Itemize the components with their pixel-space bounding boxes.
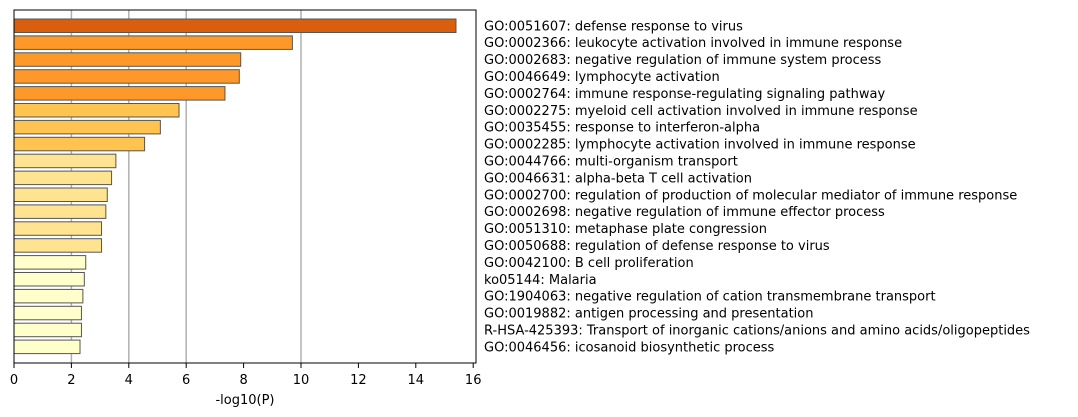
bar	[13, 136, 146, 152]
bar	[13, 153, 117, 169]
category-label: GO:0019882: antigen processing and prese…	[484, 307, 813, 322]
bar	[13, 272, 85, 287]
category-label: GO:0046631: alpha-beta T cell activation	[484, 171, 752, 186]
x-axis-ticks: 0 2 4 6 8 10 12 14 16	[10, 363, 482, 388]
category-label: ko05144: Malaria	[484, 273, 597, 288]
category-label: GO:0044766: multi-organism transport	[484, 154, 738, 169]
bar	[13, 35, 293, 50]
bar	[13, 305, 82, 321]
bar	[13, 322, 82, 338]
bar	[13, 187, 108, 202]
bar	[13, 69, 240, 84]
category-label: GO:0050688: regulation of defense respon…	[484, 239, 830, 254]
bar	[13, 238, 103, 253]
category-label: GO:0002698: negative regulation of immun…	[484, 205, 885, 220]
bars	[13, 18, 457, 355]
bar	[13, 86, 226, 101]
x-tick-label: 16	[465, 373, 482, 388]
plot-frame	[13, 9, 477, 364]
bar	[13, 170, 113, 186]
category-label: GO:0035455: response to interferon-alpha	[484, 121, 760, 136]
bar	[13, 339, 81, 355]
category-labels: GO:0051607: defense response to virus GO:…	[484, 19, 1030, 355]
category-label: GO:0002764: immune response-regulating s…	[484, 87, 885, 102]
category-label: R-HSA-425393: Transport of inorganic cat…	[484, 323, 1030, 338]
bar	[13, 204, 107, 219]
category-label: GO:0046649: lymphocyte activation	[484, 70, 720, 85]
category-label: GO:0051310: metaphase plate congression	[484, 222, 767, 237]
x-axis-label: -log10(P)	[215, 393, 274, 408]
grid-lines	[70, 10, 302, 363]
category-label: GO:0002275: myeloid cell activation invo…	[484, 104, 918, 119]
x-tick-label: 12	[350, 373, 367, 388]
x-tick-label: 8	[239, 373, 247, 388]
category-label: GO:1904063: negative regulation of catio…	[484, 290, 936, 305]
category-label: GO:0002683: negative regulation of immun…	[484, 53, 882, 68]
bar	[13, 288, 84, 304]
category-label: GO:0002285: lymphocyte activation involv…	[484, 138, 916, 153]
category-label: GO:0042100: B cell proliferation	[484, 256, 694, 271]
bar	[13, 119, 161, 135]
bar	[13, 18, 457, 33]
category-label: GO:0046456: icosanoid biosynthetic proce…	[484, 340, 775, 355]
x-tick-label: 6	[182, 373, 190, 388]
x-tick-label: 0	[10, 373, 18, 388]
x-tick-label: 14	[408, 373, 425, 388]
bar	[13, 52, 242, 67]
bar	[13, 103, 180, 118]
bar	[13, 255, 87, 270]
category-label: GO:0002366: leukocyte activation involve…	[484, 36, 902, 51]
bar	[13, 221, 103, 236]
x-tick-label: 4	[125, 373, 133, 388]
x-tick-label: 10	[293, 373, 310, 388]
category-label: GO:0002700: regulation of production of …	[484, 188, 1017, 203]
category-label: GO:0051607: defense response to virus	[484, 19, 743, 34]
x-tick-label: 2	[67, 373, 75, 388]
